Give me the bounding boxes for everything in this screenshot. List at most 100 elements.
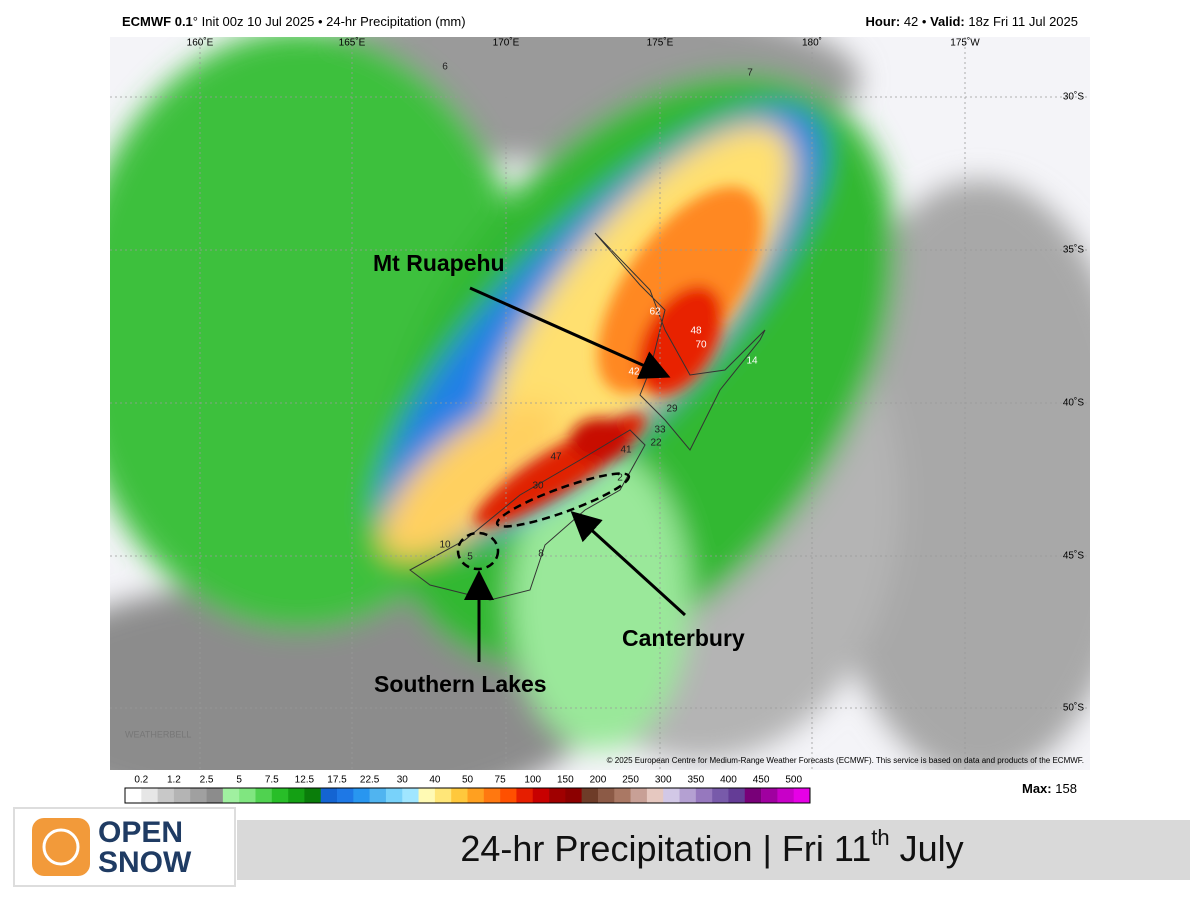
color-swatch [663,788,680,803]
color-swatch [614,788,631,803]
colorbar-label: 75 [495,775,507,786]
header-left: ECMWF 0.1° Init 00z 10 Jul 2025 • 24-hr … [122,14,466,29]
colorbar-label: 50 [462,775,474,786]
color-swatch [173,788,191,803]
valid-label: Valid: [930,14,965,29]
lat-label: 45˚S [1063,550,1084,562]
color-swatch [304,788,322,803]
colorbar-label: 500 [785,775,802,786]
color-swatch [712,788,729,803]
color-swatch [679,788,697,803]
lat-label: 35˚S [1063,244,1084,256]
colorbar-label: 450 [753,775,770,786]
point-value: 2 [617,473,623,484]
title-bar [237,820,1190,880]
colorbar-label: 22.5 [360,775,380,786]
point-value: 7 [747,68,753,79]
watermark: WEATHERBELL [125,729,191,739]
color-swatch [239,788,256,803]
title-main: 24-hr Precipitation | Fri 11 [460,828,871,869]
annotation: Southern Lakes [374,671,547,697]
color-swatch [483,788,501,803]
model: ECMWF 0.1 [122,14,193,29]
color-swatch [141,788,158,803]
color-swatch [288,788,305,803]
color-swatch [565,788,582,803]
color-swatch [777,788,794,803]
title-end: July [890,828,964,869]
colorbar-label: 12.5 [295,775,315,786]
color-swatch [255,788,273,803]
color-swatch [744,788,762,803]
colorbar-label: 40 [429,775,441,786]
dashed-ellipse [495,472,631,528]
colorbar-label: 1.2 [167,775,181,786]
color-swatch [206,788,224,803]
colorbar-label: 100 [524,775,541,786]
dashed-circle [456,531,500,571]
footer-title: 24-hr Precipitation | Fri 11th July [460,825,963,869]
point-value: 22 [650,438,662,449]
lat-label: 50˚S [1063,702,1084,714]
lat-label: 40˚S [1063,397,1084,409]
color-swatch [385,788,403,803]
header-right: Hour: 42 • Valid: 18z Fri 11 Jul 2025 [866,14,1078,29]
colorbar-label: 17.5 [327,775,347,786]
colorbar-label: 2.5 [200,775,214,786]
hour-label: Hour: [866,14,901,29]
point-value: 10 [439,540,451,551]
hour-value: 42 • [904,14,927,29]
point-value: 8 [538,549,544,560]
point-value: 6 [442,62,448,73]
colorbar-label: 5 [236,775,242,786]
lon-label: 160˚E [187,37,214,49]
color-swatch [549,788,566,803]
color-swatch [532,788,550,803]
color-swatch [125,788,142,803]
colorbar-label: 400 [720,775,737,786]
color-swatch [418,788,436,803]
color-swatch [500,788,517,803]
point-value: 30 [532,481,544,492]
point-value: 62 [649,307,661,318]
max-value: 158 [1055,781,1077,796]
color-swatch [581,788,599,803]
map [110,37,1090,770]
point-value: 42 [628,367,640,378]
color-swatch [728,788,746,803]
lat-label: 30˚S [1063,91,1084,103]
colorbar-label: 250 [622,775,639,786]
color-swatch [761,788,778,803]
valid-value: 18z Fri 11 Jul 2025 [968,14,1078,29]
color-swatch [597,788,615,803]
colorbar-border [124,787,811,804]
max-label: Max: [1022,781,1052,796]
lon-label: 175˚W [950,37,980,49]
colorbar-label: 200 [590,775,607,786]
colorbar-label: 350 [687,775,704,786]
color-swatch [369,788,387,803]
color-swatch [467,788,485,803]
arrow [469,286,671,379]
point-value: 48 [690,326,702,337]
point-value: 70 [695,340,707,351]
lon-label: 175˚E [647,37,674,49]
logo-icon [32,818,90,876]
colorbar-label: 7.5 [265,775,279,786]
copyright: © 2025 European Centre for Medium-Range … [607,756,1084,765]
color-swatch [646,788,664,803]
point-value: 41 [620,445,632,456]
colorbar-label: 30 [397,775,409,786]
color-swatch [271,788,289,803]
max: Max: 158 [1022,781,1077,796]
point-value: 5 [467,552,473,563]
point-value: 29 [666,404,678,415]
color-swatch [222,788,240,803]
lon-label: 170˚E [493,37,520,49]
graticule: 160˚E 165˚E 170˚E 175˚E 180˚ 175˚W 30˚S 35˚S 40˚… [110,37,1090,770]
color-swatch [402,788,419,803]
color-swatch [630,788,648,803]
color-swatch [451,788,468,803]
logo-text: SNOW [98,846,192,879]
